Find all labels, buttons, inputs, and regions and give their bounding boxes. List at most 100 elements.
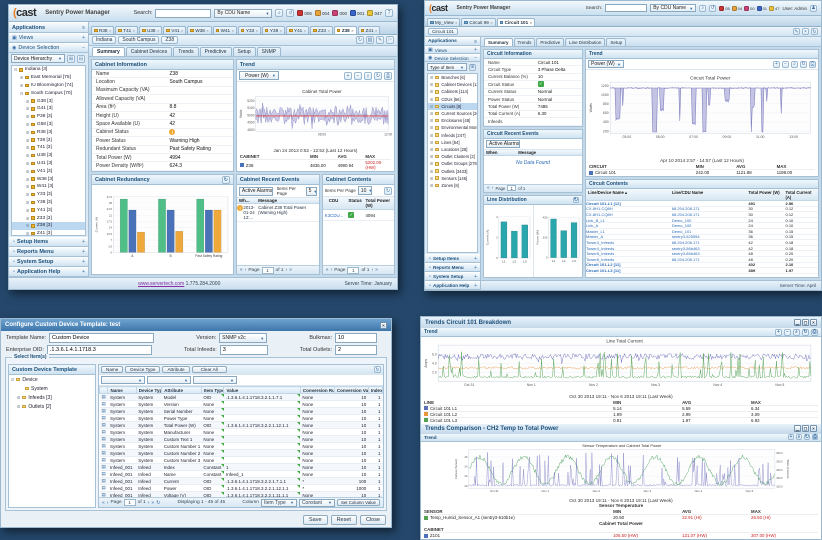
refresh-icon[interactable]: ↻ <box>802 328 809 336</box>
save-button[interactable]: Save <box>303 515 328 525</box>
print-icon[interactable]: ⎙ <box>811 328 818 336</box>
expand-all-icon[interactable]: ⊞ <box>469 63 476 71</box>
tree-item[interactable]: ⊞ Enclosures [48] <box>430 118 471 124</box>
subtab[interactable]: Setup <box>606 38 627 46</box>
maximize-icon[interactable]: ◻ <box>802 319 809 326</box>
table-row[interactable]: ▤ Infeed_001 Infeed Power OID .1.3.6.1.4… <box>99 484 383 492</box>
alarm-badge[interactable]: 00 <box>744 5 755 11</box>
next-page-button[interactable]: › <box>285 267 288 273</box>
tree-item[interactable]: ⊞Environmental Monitors [76] <box>430 125 478 131</box>
sensor-temp-cabinet-power-chart[interactable]: 26 24 22 20 300.0 250.0 200.0 150.0 100.0 Celsius… <box>421 442 821 498</box>
device-tab[interactable]: Y41 × <box>286 26 310 34</box>
tree-item[interactable]: ⊞ Cabinet Devices [113] <box>430 82 478 88</box>
tree-item[interactable]: ⊞ Y33 [3] <box>26 192 53 198</box>
col-device-type[interactable]: Device Type <box>135 386 163 394</box>
alarm-filter-dropdown[interactable]: Active Alarms▼ <box>238 186 273 196</box>
table-row[interactable]: ▤ Infeed_001 Infeed Name Constant Infeed… <box>99 470 383 478</box>
tree-item[interactable]: ⊞ Outlets [3433] <box>430 168 468 174</box>
first-page-button[interactable]: « <box>239 267 243 273</box>
tree-item[interactable]: ⊟ South Campus [70] <box>20 90 72 96</box>
col-item-type[interactable]: Item Type <box>200 386 225 394</box>
device-tab[interactable]: Y33 × <box>237 26 261 34</box>
device-tab[interactable]: Y38 × <box>261 26 286 34</box>
tree-item[interactable]: ⊞ Z33 [3] <box>26 215 52 221</box>
contents-row[interactable]: CX-8H1-CQ8H 68.204.208.171 30 0.12 <box>586 206 818 213</box>
zoom-in-icon[interactable]: + <box>775 328 782 336</box>
refresh-icon[interactable]: ↻ <box>811 28 818 35</box>
col-attribute[interactable]: Attribute <box>161 386 202 394</box>
subtab[interactable]: Line Distribution <box>565 38 606 46</box>
items-per-page-dropdown[interactable]: 10▼ <box>357 186 372 195</box>
alarm-badge[interactable]: 004 <box>314 10 329 16</box>
set-column-value-button[interactable]: Set Column Value <box>336 499 380 506</box>
zoom-in-icon[interactable]: + <box>788 434 794 441</box>
close-icon[interactable]: × <box>810 425 817 433</box>
tree-item[interactable]: ⊞ Locations [28] <box>430 146 468 152</box>
search-go-icon[interactable]: ⌕ <box>275 9 284 17</box>
sidebar-item-device-selection[interactable]: ◉ Device Selection − <box>9 43 88 53</box>
chart-icon[interactable]: ▥ <box>366 36 374 44</box>
prev-page-button[interactable]: ‹ <box>244 267 247 273</box>
minimize-icon[interactable]: ▁ <box>794 425 801 433</box>
table-row[interactable]: ▤ System System Total Power (W) OID .1.3… <box>99 421 383 429</box>
print-icon[interactable]: ⎙ <box>384 71 392 80</box>
name-button[interactable]: Name <box>101 366 124 373</box>
search-input[interactable] <box>155 8 212 18</box>
close-icon[interactable]: × <box>810 319 817 326</box>
collapse-all-icon[interactable]: ⊟ <box>77 54 85 63</box>
table-row[interactable]: ▤ System System Model OID .1.3.6.1.4.1.1… <box>99 393 383 401</box>
tree-item[interactable]: ⊞ Outlet Groups [279] <box>430 161 478 167</box>
name-filter-dropdown[interactable]: ▼ <box>101 376 145 384</box>
comparison-titlebar[interactable]: Trends Comparison - CH2 Temp to Total Po… <box>421 423 821 434</box>
tree-item[interactable]: ⊟ Device <box>11 376 38 383</box>
table-row[interactable]: ▤ System System Custom Number 3 None Non… <box>99 456 383 464</box>
tree-item[interactable]: ⊞ Current Sources [26] <box>430 111 478 117</box>
tree-item[interactable]: ⊞ R38 [3] <box>26 129 53 135</box>
column-select-dropdown[interactable]: Item Type ▼ <box>260 498 297 507</box>
device-tab[interactable]: W38 × <box>187 26 212 34</box>
breadcrumb-item[interactable]: Circuit 101 <box>428 28 458 35</box>
refresh-icon[interactable]: ↻ <box>384 186 392 195</box>
device-tab[interactable]: Z41 × <box>357 26 381 34</box>
contents-row[interactable]: Link_A Demo_100 24 0.10 <box>586 223 818 229</box>
table-row[interactable]: ▤ System System Power Type None None 10 … <box>99 414 383 422</box>
col-conversion-value[interactable]: Conversion Value <box>333 386 369 394</box>
event-row[interactable]: ! 2013-01-24 12:... Cabinet Z38 Total Po… <box>236 204 319 222</box>
tree-item[interactable]: ⊞ CDUs [56] <box>430 96 461 102</box>
col-status[interactable]: Status <box>348 198 362 203</box>
circuit-total-power-chart[interactable]: 1200 1000 800 600 400 200 03:00 05:00 07:00 09:00… <box>586 70 818 158</box>
device-type-filter-dropdown[interactable]: ▼ <box>147 376 191 384</box>
col-name[interactable]: Name <box>107 386 137 394</box>
magnifier-icon[interactable]: ⌕ <box>793 328 800 336</box>
device-tab[interactable]: W41 × <box>212 26 237 34</box>
col-when[interactable]: Wh... <box>238 198 250 203</box>
sidebar-accordion[interactable]: ◔ Reports Menu + <box>9 247 88 257</box>
view-tab[interactable]: Circuit 101 × <box>496 18 535 26</box>
template-name-input[interactable] <box>49 333 155 343</box>
line-power-chart[interactable]: 0 225 450 Power (W) L1 L2 L3 <box>533 204 582 277</box>
close-icon[interactable]: × <box>380 321 387 329</box>
sidebar-applications-header[interactable]: Applications ≡ <box>425 37 480 46</box>
expand-all-icon[interactable]: ⊞ <box>67 54 75 63</box>
sidebar-accordion[interactable]: ◔ Application Help + <box>9 267 88 277</box>
contents-row[interactable]: Circuit 101-L3 [11] 389 1.97 <box>586 268 818 274</box>
help-icon[interactable]: ? <box>385 9 393 17</box>
magnifier-icon[interactable]: ⌕ <box>796 434 802 441</box>
table-row[interactable]: ▤ System System Serial Number None None … <box>99 407 383 415</box>
settings-icon[interactable]: ✎ <box>376 36 384 44</box>
column-value-dropdown[interactable]: Constant ▼ <box>298 498 335 507</box>
alarm-badge[interactable]: 001 <box>349 10 364 16</box>
tree-item[interactable]: ⊞ U41 [3] <box>26 160 53 166</box>
dialog-titlebar[interactable]: Configure Custom Device Template: test × <box>1 319 391 331</box>
alarm-badge[interactable]: 005 <box>297 10 312 16</box>
sidebar-item-views[interactable]: ▣ Views + <box>425 46 480 54</box>
subtab[interactable]: Summary <box>484 38 513 46</box>
alarm-filter-dropdown[interactable]: Active Alarms▼ <box>486 139 520 148</box>
col-total-power[interactable]: Total Power (W) <box>748 189 780 195</box>
sidebar-accordion[interactable]: ◔ Reports Menu + <box>425 263 480 272</box>
user-icon[interactable]: ♟ <box>810 4 817 12</box>
col-conversion-rule[interactable]: Conversion Rule <box>299 386 335 394</box>
tree-item[interactable]: ⊞ Infeeds [3] <box>17 394 52 401</box>
refresh-icon[interactable]: ↻ <box>156 499 161 506</box>
tree-item[interactable]: ⊞ Zones [8] <box>430 182 459 188</box>
